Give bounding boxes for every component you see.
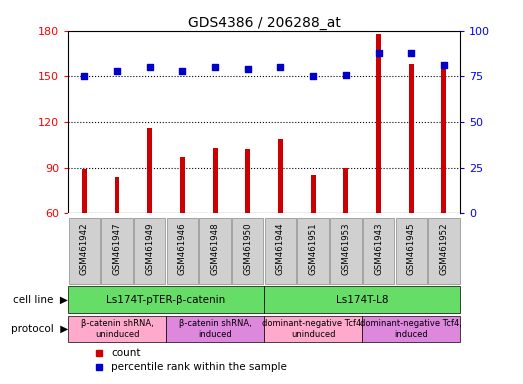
FancyBboxPatch shape xyxy=(68,316,166,342)
Text: GSM461948: GSM461948 xyxy=(211,223,220,275)
Text: GSM461953: GSM461953 xyxy=(342,223,350,275)
Text: GSM461944: GSM461944 xyxy=(276,223,285,275)
Bar xyxy=(82,169,87,213)
FancyBboxPatch shape xyxy=(166,316,264,342)
Point xyxy=(178,68,187,74)
Point xyxy=(276,64,285,70)
Text: β-catenin shRNA,
induced: β-catenin shRNA, induced xyxy=(179,319,252,339)
FancyBboxPatch shape xyxy=(199,218,231,284)
FancyBboxPatch shape xyxy=(428,218,460,284)
Text: Ls174T-pTER-β-catenin: Ls174T-pTER-β-catenin xyxy=(106,295,226,305)
Text: protocol  ▶: protocol ▶ xyxy=(11,324,68,334)
Point xyxy=(211,64,219,70)
FancyBboxPatch shape xyxy=(362,316,460,342)
FancyBboxPatch shape xyxy=(363,218,394,284)
FancyBboxPatch shape xyxy=(68,286,264,313)
FancyBboxPatch shape xyxy=(69,218,100,284)
Text: dominant-negative Tcf4,
uninduced: dominant-negative Tcf4, uninduced xyxy=(262,319,364,339)
Title: GDS4386 / 206288_at: GDS4386 / 206288_at xyxy=(188,16,340,30)
Bar xyxy=(376,34,381,213)
Text: GSM461951: GSM461951 xyxy=(309,223,317,275)
FancyBboxPatch shape xyxy=(134,218,165,284)
Bar xyxy=(344,168,348,213)
Text: GSM461952: GSM461952 xyxy=(439,223,448,275)
FancyBboxPatch shape xyxy=(167,218,198,284)
Text: Ls174T-L8: Ls174T-L8 xyxy=(336,295,389,305)
FancyBboxPatch shape xyxy=(330,218,361,284)
Text: GSM461946: GSM461946 xyxy=(178,223,187,275)
Text: percentile rank within the sample: percentile rank within the sample xyxy=(111,362,287,372)
FancyBboxPatch shape xyxy=(264,316,362,342)
Bar xyxy=(213,148,218,213)
Bar xyxy=(115,177,119,213)
Point xyxy=(440,62,448,68)
Text: GSM461943: GSM461943 xyxy=(374,223,383,275)
FancyBboxPatch shape xyxy=(101,218,133,284)
Point xyxy=(244,66,252,72)
Text: cell line  ▶: cell line ▶ xyxy=(13,295,68,305)
Point xyxy=(374,50,383,56)
Text: GSM461949: GSM461949 xyxy=(145,223,154,275)
Bar xyxy=(180,157,185,213)
Bar xyxy=(245,149,250,213)
Point xyxy=(407,50,415,56)
Bar xyxy=(441,69,446,213)
Bar xyxy=(311,175,315,213)
Text: GSM461945: GSM461945 xyxy=(407,223,416,275)
Bar xyxy=(409,64,414,213)
Text: β-catenin shRNA,
uninduced: β-catenin shRNA, uninduced xyxy=(81,319,153,339)
Point xyxy=(80,73,88,79)
Text: GSM461942: GSM461942 xyxy=(80,223,89,275)
Point xyxy=(145,64,154,70)
Text: GSM461947: GSM461947 xyxy=(112,223,121,275)
FancyBboxPatch shape xyxy=(265,218,296,284)
Point xyxy=(113,68,121,74)
Point xyxy=(309,73,317,79)
FancyBboxPatch shape xyxy=(298,218,329,284)
FancyBboxPatch shape xyxy=(395,218,427,284)
Point xyxy=(342,71,350,78)
Bar xyxy=(278,139,283,213)
FancyBboxPatch shape xyxy=(264,286,460,313)
Text: count: count xyxy=(111,348,141,358)
Bar xyxy=(147,128,152,213)
Text: dominant-negative Tcf4,
induced: dominant-negative Tcf4, induced xyxy=(360,319,462,339)
Text: GSM461950: GSM461950 xyxy=(243,223,252,275)
FancyBboxPatch shape xyxy=(232,218,264,284)
